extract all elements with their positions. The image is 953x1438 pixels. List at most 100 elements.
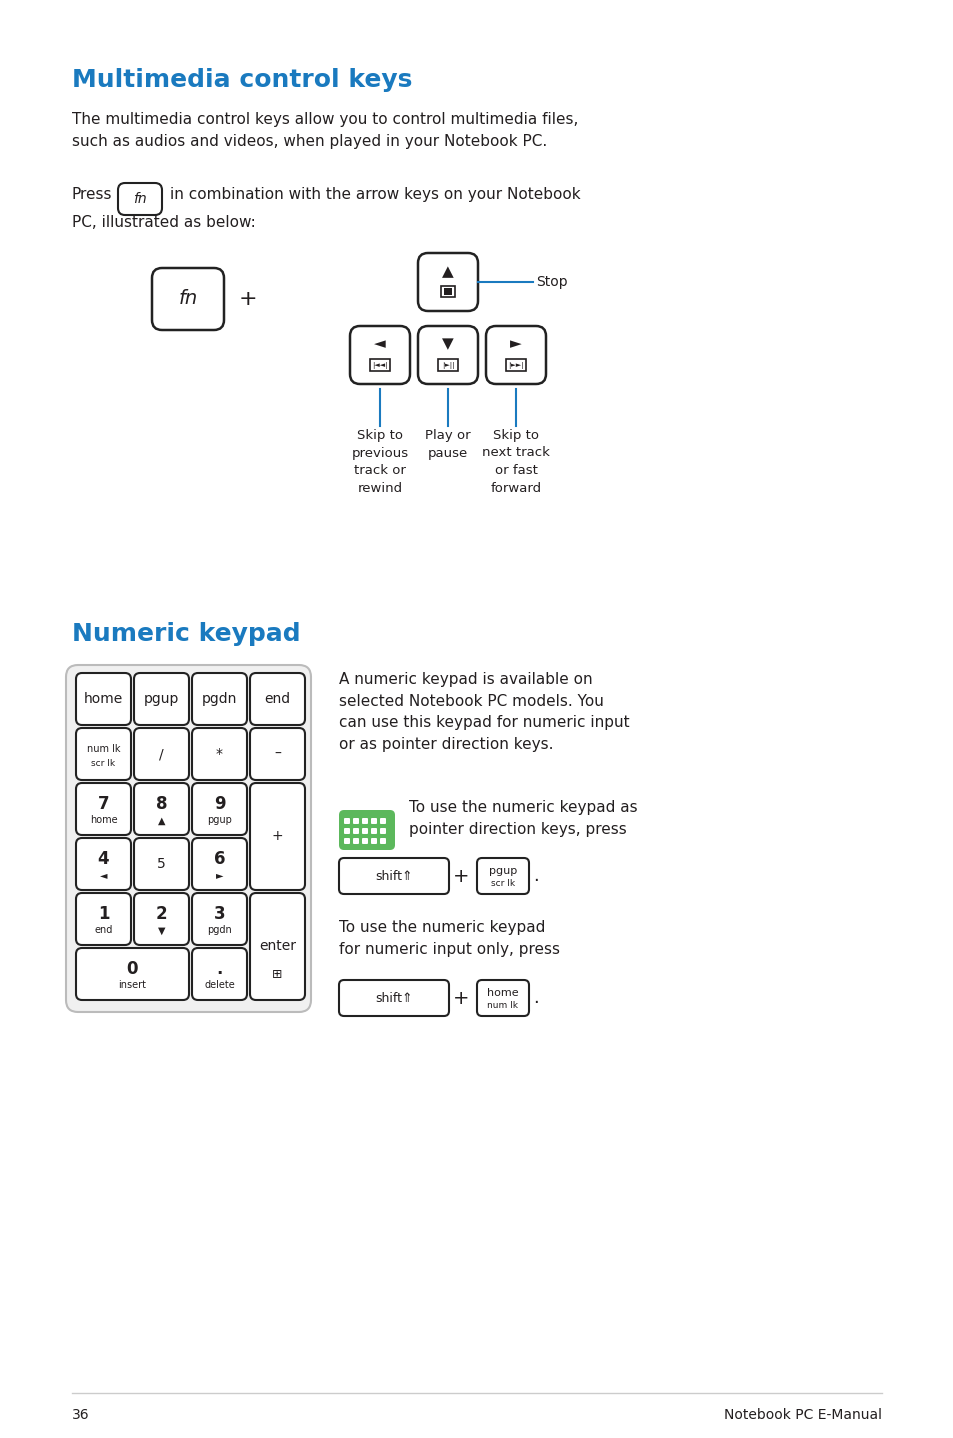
Text: 6: 6 [213,850,225,867]
Text: ►: ► [215,870,223,880]
Text: Stop: Stop [536,275,567,289]
Text: /: / [159,746,164,761]
FancyBboxPatch shape [371,818,376,824]
FancyBboxPatch shape [192,893,247,945]
Text: ◄: ◄ [100,870,107,880]
Text: ►: ► [510,336,521,351]
FancyBboxPatch shape [505,360,525,371]
Text: ⊞: ⊞ [272,968,282,981]
Text: end: end [264,692,291,706]
FancyBboxPatch shape [250,728,305,779]
FancyBboxPatch shape [76,784,131,835]
FancyBboxPatch shape [476,858,529,894]
Text: 5: 5 [157,857,166,871]
FancyBboxPatch shape [133,893,189,945]
FancyBboxPatch shape [133,673,189,725]
Text: num lk: num lk [87,745,120,755]
Text: ▼: ▼ [157,926,165,936]
FancyBboxPatch shape [344,818,350,824]
Text: ◄: ◄ [374,336,385,351]
Text: .: . [533,867,538,884]
Text: num lk: num lk [487,1001,518,1011]
FancyBboxPatch shape [192,673,247,725]
FancyBboxPatch shape [133,784,189,835]
Text: home: home [487,988,518,998]
Text: delete: delete [204,981,234,991]
FancyBboxPatch shape [437,360,457,371]
FancyBboxPatch shape [379,838,386,844]
Text: ▼: ▼ [441,336,454,351]
Text: 2: 2 [155,905,167,923]
Text: pgdn: pgdn [207,926,232,936]
Text: scr lk: scr lk [491,880,515,889]
FancyBboxPatch shape [118,183,162,216]
FancyBboxPatch shape [379,828,386,834]
Text: 1: 1 [97,905,110,923]
FancyBboxPatch shape [417,253,477,311]
Text: 3: 3 [213,905,225,923]
Text: .: . [216,961,222,978]
Text: 9: 9 [213,795,225,812]
FancyBboxPatch shape [76,728,131,779]
FancyBboxPatch shape [76,948,189,999]
FancyBboxPatch shape [76,893,131,945]
FancyBboxPatch shape [350,326,410,384]
FancyBboxPatch shape [250,673,305,725]
Text: +: + [453,867,469,886]
Text: *: * [215,746,223,761]
FancyBboxPatch shape [66,664,311,1012]
Text: shift⇑: shift⇑ [375,991,413,1005]
FancyBboxPatch shape [76,838,131,890]
FancyBboxPatch shape [353,828,358,834]
Text: 4: 4 [97,850,110,867]
FancyBboxPatch shape [361,828,368,834]
FancyBboxPatch shape [152,267,224,329]
Text: Notebook PC E-Manual: Notebook PC E-Manual [723,1408,882,1422]
FancyBboxPatch shape [371,828,376,834]
FancyBboxPatch shape [353,818,358,824]
Text: home: home [90,815,117,825]
FancyBboxPatch shape [361,818,368,824]
Text: –: – [274,746,280,761]
Text: 7: 7 [97,795,110,812]
FancyBboxPatch shape [192,948,247,999]
Text: +: + [238,289,257,309]
Text: The multimedia control keys allow you to control multimedia files,
such as audio: The multimedia control keys allow you to… [71,112,578,148]
FancyBboxPatch shape [338,981,449,1017]
Text: fn: fn [133,193,147,206]
Text: pgup: pgup [488,866,517,876]
FancyBboxPatch shape [192,784,247,835]
FancyBboxPatch shape [361,838,368,844]
FancyBboxPatch shape [250,784,305,890]
Text: Skip to
previous
track or
rewind: Skip to previous track or rewind [351,429,408,495]
FancyBboxPatch shape [250,893,305,999]
Text: in combination with the arrow keys on your Notebook: in combination with the arrow keys on yo… [170,187,580,201]
Text: end: end [94,926,112,936]
Text: fn: fn [178,289,197,309]
Text: 36: 36 [71,1408,90,1422]
FancyBboxPatch shape [344,828,350,834]
Text: Multimedia control keys: Multimedia control keys [71,68,412,92]
FancyBboxPatch shape [133,838,189,890]
Text: Play or
pause: Play or pause [425,429,471,460]
Text: To use the numeric keypad as
pointer direction keys, press: To use the numeric keypad as pointer dir… [409,800,637,837]
FancyBboxPatch shape [338,858,449,894]
FancyBboxPatch shape [476,981,529,1017]
Text: 0: 0 [127,961,138,978]
Text: To use the numeric keypad
for numeric input only, press: To use the numeric keypad for numeric in… [338,920,559,956]
Text: pgup: pgup [207,815,232,825]
FancyBboxPatch shape [192,838,247,890]
Text: home: home [84,692,123,706]
Text: insert: insert [118,981,147,991]
Text: |◄◄|: |◄◄| [372,362,387,370]
Text: shift⇑: shift⇑ [375,870,413,883]
Text: |►||: |►|| [441,362,454,370]
Text: +: + [453,988,469,1008]
FancyBboxPatch shape [417,326,477,384]
FancyBboxPatch shape [370,360,390,371]
FancyBboxPatch shape [76,673,131,725]
Text: A numeric keypad is available on
selected Notebook PC models. You
can use this k: A numeric keypad is available on selecte… [338,672,629,752]
Text: PC, illustrated as below:: PC, illustrated as below: [71,216,255,230]
Text: ▲: ▲ [441,265,454,279]
FancyBboxPatch shape [344,838,350,844]
